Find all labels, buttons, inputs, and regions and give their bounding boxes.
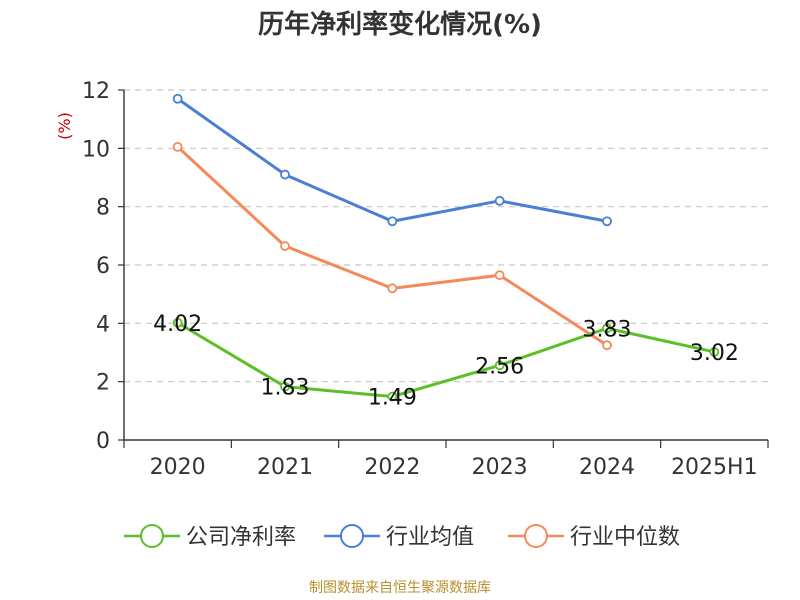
series-layer [172,93,720,402]
legend-marker [340,524,364,548]
data-label: 1.83 [261,376,310,401]
source-note: 制图数据来自恒生聚源数据库 [309,580,491,596]
y-tick-label: 4 [96,312,110,337]
data-label: 3.83 [583,317,632,342]
x-tick-label: 2021 [257,455,313,480]
y-tick-label: 10 [82,137,110,162]
y-tick-label: 0 [96,429,110,454]
legend-marker [524,524,548,548]
data-point [387,216,398,227]
data-point [709,347,720,357]
legend-label: 公司净利率 [186,525,296,550]
series-line-2 [176,145,608,347]
y-axis-label: (%) [55,112,74,140]
x-tick-label: 2024 [579,455,635,480]
data-point [387,391,398,402]
series-line-0 [176,321,715,399]
x-tick-label: 2023 [472,455,528,480]
y-tick-label: 12 [82,79,110,104]
data-label: 3.02 [690,341,739,366]
chart-title: 历年净利率变化情况(%) [258,9,542,40]
data-point [172,141,183,152]
legend: 公司净利率 行业均值 行业中位数 [124,524,680,550]
data-point [494,195,505,206]
legend-label: 行业均值 [386,525,474,550]
data-point [602,216,612,227]
series-line-1 [176,97,608,223]
legend-marker [140,524,164,548]
grid-lines [124,89,768,383]
data-point [494,360,505,371]
x-tick-label: 2025H1 [671,455,758,480]
legend-label: 行业中位数 [570,525,680,550]
data-point [387,283,398,294]
x-tick-label: 2020 [150,455,206,480]
data-point [602,323,612,334]
data-label: 1.49 [368,386,417,411]
data-point [280,169,290,180]
y-tick-label: 6 [96,254,110,279]
data-point [280,241,290,251]
data-label: 4.02 [153,312,202,337]
data-point [172,317,183,328]
data-labels: 4.02 1.83 1.49 2.56 3.83 3.02 [153,312,739,411]
x-tick-label: 2022 [364,455,420,480]
data-point [602,340,612,351]
data-point [172,93,183,104]
data-point [494,270,505,281]
data-label: 2.56 [475,354,524,379]
axes: 0 2 4 6 8 10 12 2020 2021 2022 2023 2024 2025H1 [82,79,769,480]
y-tick-label: 8 [96,196,110,221]
data-point [280,381,290,392]
y-tick-label: 2 [96,371,110,396]
